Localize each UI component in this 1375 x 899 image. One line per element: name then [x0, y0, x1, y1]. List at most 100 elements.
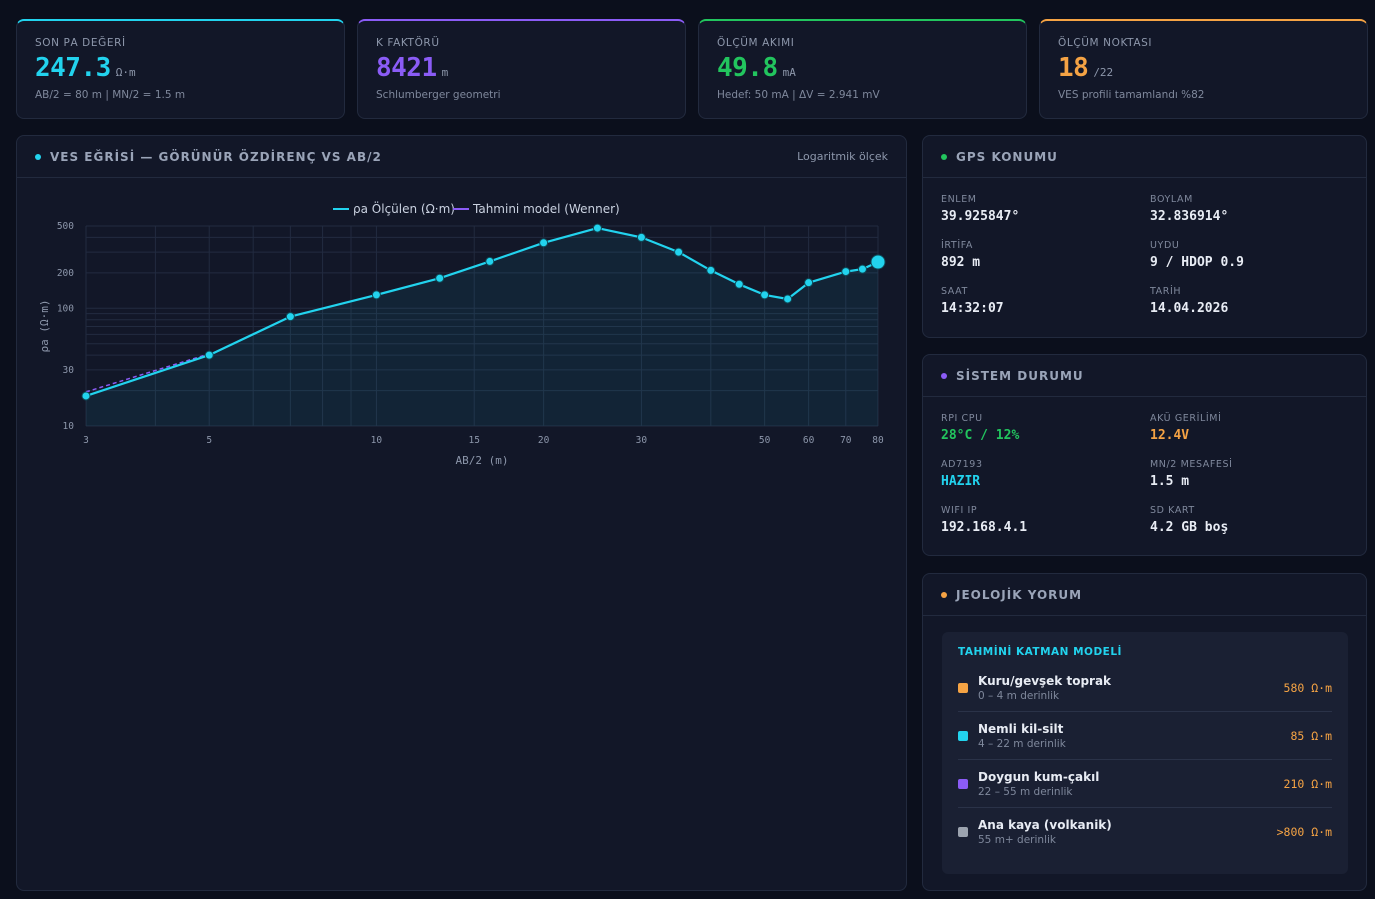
status-dot [941, 153, 947, 160]
field-value: 14:32:07 [941, 301, 1004, 316]
layer-depth: 0 – 4 m derinlik [978, 689, 1060, 702]
data-point [674, 247, 684, 257]
x-tick-label: 10 [371, 435, 383, 446]
x-tick-label: 15 [468, 435, 479, 446]
field-label: UYDU [1150, 240, 1180, 251]
stat-card-k-factor: K FAKTÖRÜ 8421 m Schlumberger geometri [357, 19, 686, 119]
sys-wifi-ip: WIFI IP 192.168.4.1 [941, 505, 1027, 535]
stat-value: 8421 [376, 53, 437, 83]
layer-name: Doygun kum-çakıl [978, 769, 1100, 784]
x-tick-label: 50 [759, 435, 771, 446]
stat-unit: m [441, 66, 449, 79]
gps-altitude: İRTİFA 892 m [941, 240, 980, 270]
x-tick-label: 3 [83, 435, 89, 446]
data-point [734, 279, 744, 289]
stat-unit: Ω·m [115, 66, 136, 79]
y-tick-label: 500 [57, 221, 74, 232]
panel-title: GPS KONUMU [956, 149, 1058, 164]
data-point [81, 391, 91, 401]
legend-label-measured: ρa Ölçülen (Ω·m) [353, 200, 455, 216]
panel-title: SİSTEM DURUMU [956, 368, 1084, 383]
data-point [857, 264, 867, 274]
ves-chart-panel: VES EĞRİSİ — GÖRÜNÜR ÖZDİRENÇ VS AB/2 Lo… [16, 135, 907, 891]
stat-unit: mA [782, 66, 796, 79]
field-label: AD7193 [941, 459, 983, 470]
layer-swatch [958, 778, 968, 789]
field-label: ENLEM [941, 194, 977, 205]
measured-line [85, 227, 879, 397]
stat-subtext: Hedef: 50 mA | ΔV = 2.941 mV [717, 89, 880, 101]
layer-depth: 55 m+ derinlik [978, 834, 1056, 846]
layer-name: Nemli kil-silt [978, 721, 1064, 736]
stat-label: K FAKTÖRÜ [376, 37, 440, 49]
data-point [706, 265, 716, 275]
y-tick-label: 100 [57, 303, 74, 314]
y-tick-label: 30 [63, 365, 75, 376]
panel-header: JEOLOJİK YORUM [923, 574, 1366, 616]
system-status-panel: SİSTEM DURUMU RPI CPU 28°C / 12% AKÜ GER… [922, 354, 1367, 556]
field-value: 4.2 GB boş [1150, 520, 1229, 535]
field-value: 1.5 m [1150, 474, 1190, 489]
x-tick-label: 80 [872, 435, 884, 446]
status-dot [941, 591, 947, 598]
ves-chart: 3 5 10 15 20 30 50 60 70 80 10 30 100 200 500 AB/2 (m) ρ… [38, 200, 886, 467]
x-tick-label: 5 [206, 435, 212, 446]
field-label: WIFI IP [941, 505, 978, 516]
field-label: SAAT [941, 286, 968, 297]
field-value: 39.925847° [941, 209, 1020, 224]
layer-depth: 22 – 55 m derinlik [978, 785, 1073, 798]
data-point [485, 256, 495, 266]
layer-row: Ana kaya (volkanik) 55 m+ derinlik >800 … [958, 808, 1332, 856]
sys-cpu: RPI CPU 28°C / 12% [941, 413, 1019, 443]
data-point [760, 290, 770, 300]
layer-model-title: TAHMİNİ KATMAN MODELİ [958, 646, 1122, 658]
field-value: 892 m [941, 255, 981, 270]
data-point [371, 290, 381, 300]
panel-header: SİSTEM DURUMU [923, 355, 1366, 397]
data-point [804, 278, 814, 288]
layer-resistivity: 580 Ω·m [1283, 680, 1332, 695]
data-point [204, 350, 214, 360]
field-label: SD KART [1150, 505, 1195, 516]
stat-value: 18 [1058, 53, 1089, 83]
data-point [636, 232, 646, 242]
sys-mn-distance: MN/2 MESAFESİ 1.5 m [1150, 459, 1233, 489]
gps-date: TARİH 14.04.2026 [1150, 286, 1228, 316]
sys-sd-card: SD KART 4.2 GB boş [1150, 505, 1228, 535]
geology-panel: JEOLOJİK YORUM TAHMİNİ KATMAN MODELİ Kur… [922, 573, 1367, 891]
panel-header: VES EĞRİSİ — GÖRÜNÜR ÖZDİRENÇ VS AB/2 Lo… [17, 136, 906, 178]
field-value: 28°C / 12% [941, 428, 1020, 443]
stat-label: ÖLÇÜM NOKTASI [1058, 37, 1153, 49]
gps-time: SAAT 14:32:07 [941, 286, 1004, 316]
panel-title: JEOLOJİK YORUM [956, 587, 1083, 602]
stat-unit: /22 [1093, 66, 1114, 79]
x-tick-label: 70 [840, 435, 852, 446]
status-dot [35, 153, 41, 160]
stat-value: 49.8 [717, 53, 778, 83]
stat-value: 247.3 [35, 53, 111, 83]
layer-model-box: TAHMİNİ KATMAN MODELİ Kuru/gevşek toprak… [942, 632, 1348, 874]
layer-depth: 4 – 22 m derinlik [978, 737, 1066, 750]
legend-label-model: Tahmini model (Wenner) [472, 202, 620, 216]
field-label: BOYLAM [1150, 194, 1193, 205]
data-point [285, 312, 295, 322]
field-label: İRTİFA [941, 240, 974, 251]
layer-swatch [958, 730, 968, 741]
scale-note: Logaritmik ölçek [797, 150, 888, 163]
stat-label: SON ρa DEĞERİ [35, 37, 126, 49]
stat-subtext: AB/2 = 80 m | MN/2 = 1.5 m [35, 89, 186, 101]
gps-satellites: UYDU 9 / HDOP 0.9 [1150, 240, 1244, 270]
stat-card-point: ÖLÇÜM NOKTASI 18 /22 VES profili tamamla… [1039, 19, 1368, 119]
stat-label: ÖLÇÜM AKIMI [717, 37, 795, 49]
data-point [841, 267, 851, 277]
field-value: 32.836914° [1150, 209, 1229, 224]
data-point [435, 273, 445, 283]
sys-battery: AKÜ GERİLİMİ 12.4V [1150, 413, 1222, 443]
y-tick-label: 10 [63, 421, 75, 432]
gps-longitude: BOYLAM 32.836914° [1150, 194, 1228, 224]
layer-resistivity: 85 Ω·m [1290, 728, 1332, 743]
x-axis-label: AB/2 (m) [456, 454, 509, 467]
status-dot [941, 372, 947, 379]
field-value: 192.168.4.1 [941, 520, 1028, 535]
stat-subtext: VES profili tamamlandı %82 [1058, 89, 1205, 101]
